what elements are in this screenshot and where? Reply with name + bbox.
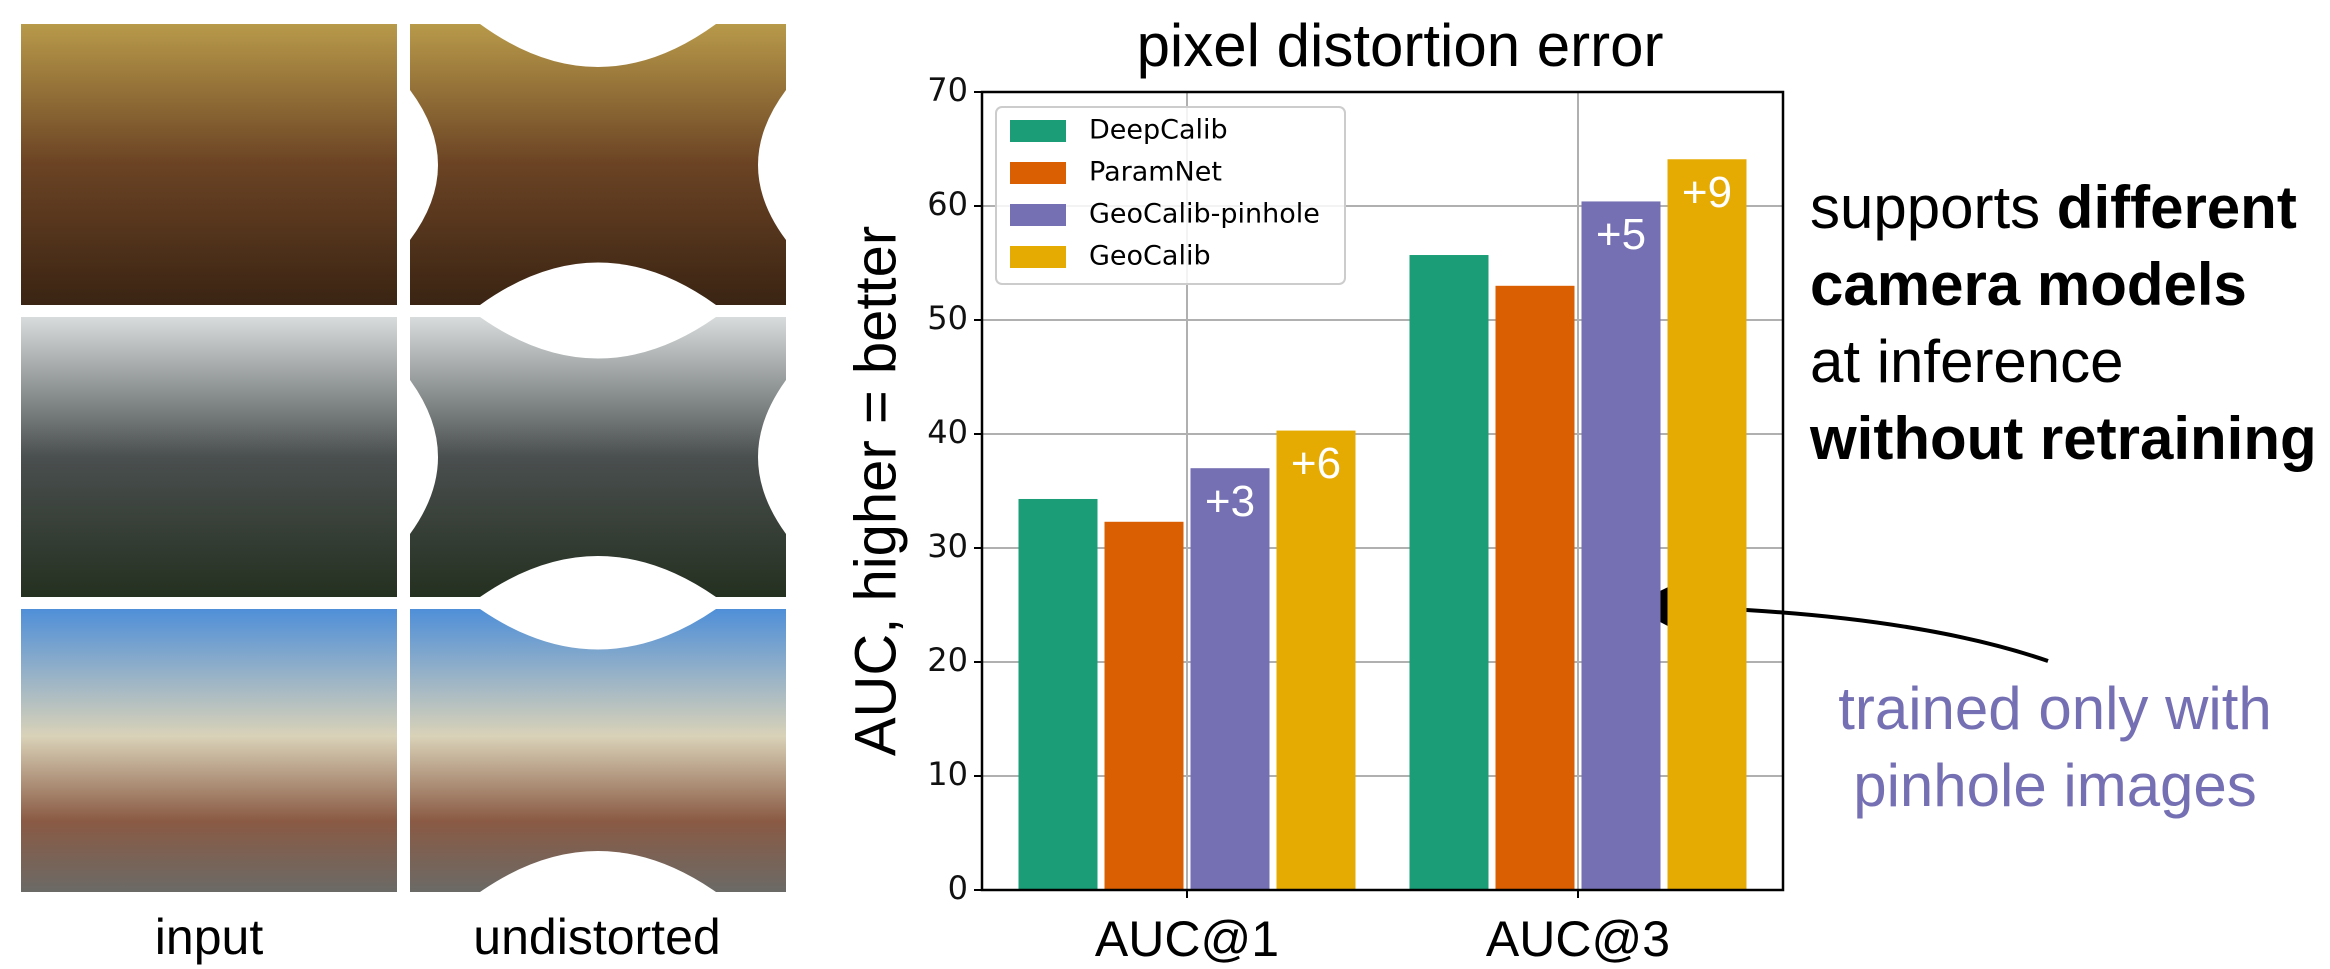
bar-annotation: +6 xyxy=(1291,439,1341,488)
bar xyxy=(1409,255,1489,890)
bar xyxy=(1190,468,1270,890)
chart-title: pixel distortion error xyxy=(1137,12,1664,79)
photo xyxy=(410,24,786,305)
legend-label: GeoCalib-pinhole xyxy=(1089,199,1320,230)
y-tick-label: 0 xyxy=(948,869,968,907)
side-segment: at inference xyxy=(1810,328,2124,395)
side-line: supports different xyxy=(1810,174,2297,241)
bar-annotation: +3 xyxy=(1205,477,1255,526)
legend: DeepCalib ParamNet GeoCalib-pinhole GeoCali… xyxy=(995,106,1346,285)
image-label: undistorted xyxy=(473,909,720,965)
side-segment: camera models xyxy=(1810,251,2247,318)
photos xyxy=(21,24,786,892)
y-tick-label: 30 xyxy=(927,527,968,565)
side-segment: without retraining xyxy=(1809,405,2317,472)
side-segment: different xyxy=(2057,174,2297,241)
y-tick-label: 50 xyxy=(927,299,968,337)
note-line: trained only with xyxy=(1838,675,2272,742)
photo xyxy=(21,24,397,305)
legend-swatch xyxy=(1010,246,1066,268)
bar xyxy=(1276,430,1356,890)
image-label: input xyxy=(155,909,264,965)
y-tick-label: 40 xyxy=(927,413,968,451)
y-tick-label: 60 xyxy=(927,185,968,223)
bar xyxy=(1495,285,1575,890)
photo xyxy=(21,609,397,892)
legend-swatch xyxy=(1010,204,1066,226)
y-tick-label: 20 xyxy=(927,641,968,679)
x-tick-label: AUC@1 xyxy=(1095,911,1279,967)
photo xyxy=(410,317,786,597)
bar xyxy=(1104,521,1184,890)
note-line: pinhole images xyxy=(1853,752,2257,819)
bar-annotation: +9 xyxy=(1682,168,1732,217)
y-tick-label: 70 xyxy=(927,71,968,109)
side-segment: supports xyxy=(1810,174,2057,241)
undistort-mask xyxy=(410,24,786,892)
bar xyxy=(1581,201,1661,890)
y-axis-label: AUC, higher = better xyxy=(843,226,908,756)
legend-swatch xyxy=(1010,120,1066,142)
bar xyxy=(1667,159,1747,890)
bar xyxy=(1018,498,1098,890)
legend-label: GeoCalib xyxy=(1089,241,1211,272)
y-tick-label: 10 xyxy=(927,755,968,793)
plot-frame xyxy=(980,90,1785,892)
side-line: at inference xyxy=(1810,328,2124,395)
legend-box xyxy=(995,106,1346,285)
note: trained only with pinhole images xyxy=(1838,675,2272,819)
legend-label: DeepCalib xyxy=(1089,115,1228,146)
side-line: without retraining xyxy=(1809,405,2317,472)
legend-swatch xyxy=(1010,162,1066,184)
legend-label: ParamNet xyxy=(1089,157,1222,188)
photo xyxy=(21,317,397,597)
side-line: camera models xyxy=(1810,251,2247,318)
x-tick-label: AUC@3 xyxy=(1486,911,1670,967)
side-text: supports different camera models at infere… xyxy=(1809,174,2317,472)
photo xyxy=(410,609,786,892)
bar-annotation: +5 xyxy=(1596,210,1646,259)
